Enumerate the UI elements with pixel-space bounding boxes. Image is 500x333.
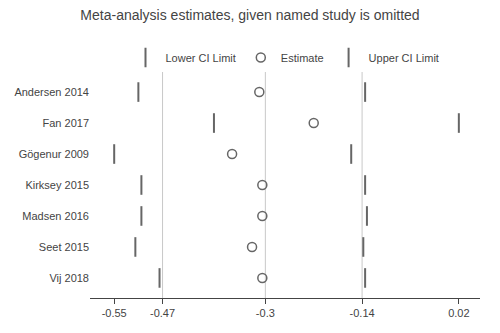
svg-text:-0.55: -0.55 — [102, 307, 127, 319]
svg-text:Kirksey 2015: Kirksey 2015 — [25, 179, 89, 191]
svg-text:Upper CI Limit: Upper CI Limit — [369, 52, 439, 64]
svg-text:-0.3: -0.3 — [256, 307, 275, 319]
svg-text:-0.14: -0.14 — [350, 307, 375, 319]
svg-text:-0.47: -0.47 — [150, 307, 175, 319]
svg-text:Madsen 2016: Madsen 2016 — [22, 210, 89, 222]
svg-text:Meta-analysis estimates, given: Meta-analysis estimates, given named stu… — [80, 7, 419, 23]
svg-text:0.02: 0.02 — [448, 307, 469, 319]
svg-text:Lower CI Limit: Lower CI Limit — [166, 52, 236, 64]
svg-text:Vij 2018: Vij 2018 — [49, 272, 89, 284]
svg-text:Seet 2015: Seet 2015 — [39, 241, 89, 253]
svg-text:Gögenur 2009: Gögenur 2009 — [19, 148, 89, 160]
svg-text:Fan 2017: Fan 2017 — [43, 117, 89, 129]
svg-text:Andersen 2014: Andersen 2014 — [14, 86, 89, 98]
svg-text:Estimate: Estimate — [281, 52, 324, 64]
